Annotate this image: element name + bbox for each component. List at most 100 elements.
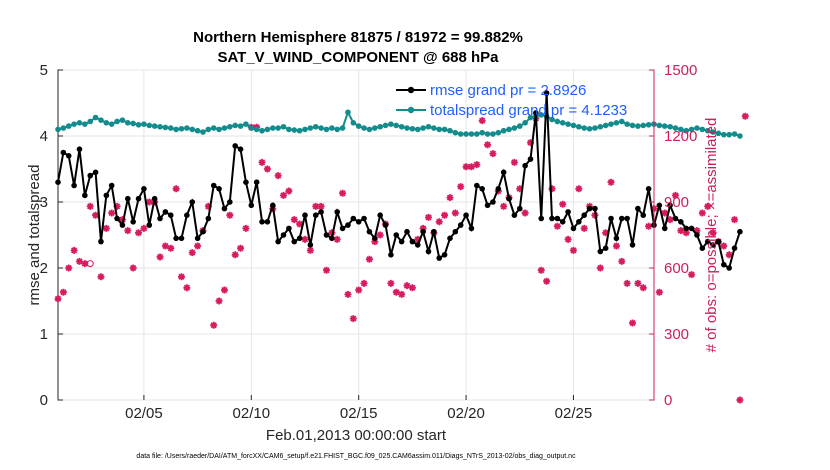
totalspread-point <box>296 127 303 134</box>
obs-assimilated-point <box>602 229 610 237</box>
rmse-point <box>76 146 83 152</box>
rmse-point <box>232 143 238 149</box>
totalspread-point <box>377 123 383 130</box>
rmse-point <box>146 222 153 228</box>
obs-assimilated-point <box>607 178 615 186</box>
obs-assimilated-point <box>301 235 309 243</box>
totalspread-point <box>157 123 163 130</box>
totalspread-point <box>490 131 496 137</box>
rmse-point <box>130 219 136 225</box>
obs-assimilated-point <box>559 200 567 208</box>
totalspread-point <box>592 125 598 131</box>
totalspread-point <box>269 125 276 131</box>
rmse-point <box>608 215 614 222</box>
rmse-point <box>388 252 394 258</box>
obs-assimilated-point <box>634 279 642 287</box>
rmse-point <box>157 215 163 222</box>
totalspread-point <box>629 122 636 129</box>
obs-assimilated-point <box>720 242 728 250</box>
y-right-tick-label: 300 <box>664 326 689 343</box>
totalspread-point <box>404 125 410 131</box>
x-tick-label: 02/05 <box>125 405 163 422</box>
totalspread-point <box>361 125 367 131</box>
obs-assimilated-point <box>564 235 572 243</box>
obs-assimilated-point <box>328 229 336 237</box>
obs-assimilated-point <box>86 202 94 210</box>
rmse-point <box>216 186 222 192</box>
totalspread-point <box>65 123 72 129</box>
y-axis-left-label: rmse and totalspread <box>26 165 43 306</box>
totalspread-point <box>586 125 593 132</box>
obs-assimilated-point <box>612 242 620 250</box>
obs-assimilated-point <box>489 150 497 158</box>
rmse-point <box>431 228 437 235</box>
totalspread-point <box>382 122 389 129</box>
totalspread-point <box>232 122 238 129</box>
obs-assimilated-point <box>645 222 653 230</box>
totalspread-point <box>55 126 61 133</box>
obs-assimilated-point <box>194 242 202 250</box>
rmse-point <box>125 195 131 202</box>
totalspread-point <box>350 120 357 126</box>
obs-assimilated-point <box>97 273 105 281</box>
totalspread-point <box>210 125 217 131</box>
y-right-tick-label: 0 <box>664 392 672 409</box>
right-y-axis-ticks: 0 300 600 900 1200 1500 <box>649 62 697 409</box>
obs-assimilated-point <box>398 290 406 298</box>
obs-assimilated-point <box>516 185 524 193</box>
obs-assimilated-point <box>537 266 545 274</box>
rmse-point <box>382 222 389 228</box>
obs-assimilated-point <box>677 227 685 235</box>
rmse-point <box>737 228 743 235</box>
rmse-point <box>533 110 539 116</box>
totalspread-point <box>253 126 260 133</box>
rmse-point <box>275 238 281 245</box>
totalspread-point <box>441 126 448 133</box>
rmse-point <box>447 235 453 242</box>
x-tick-label: 02/15 <box>340 405 378 422</box>
obs-assimilated-point <box>693 227 701 235</box>
totalspread-point <box>436 126 443 133</box>
rmse-point <box>441 252 448 258</box>
rmse-point <box>151 195 158 202</box>
rmse-point <box>452 228 459 235</box>
totalspread-point <box>704 127 711 134</box>
obs-assimilated-point <box>140 224 148 232</box>
totalspread-point <box>194 127 201 134</box>
totalspread-point <box>463 131 469 137</box>
rmse-point <box>393 232 400 238</box>
rmse-point <box>694 232 700 238</box>
obs-assimilated-point <box>435 218 443 226</box>
obs-assimilated-point <box>167 244 175 252</box>
totalspread-point <box>162 124 169 131</box>
totalspread-point <box>576 123 582 130</box>
totalspread-point <box>452 129 459 136</box>
rmse-point <box>135 195 142 202</box>
totalspread-point <box>731 131 738 137</box>
rmse-point <box>98 238 104 245</box>
obs-assimilated-point <box>629 319 637 327</box>
totalspread-point <box>216 126 222 133</box>
totalspread-point <box>678 126 684 133</box>
obs-assimilated-point <box>484 141 492 149</box>
obs-assimilated-point <box>731 216 739 224</box>
obs-assimilated-point <box>387 279 395 287</box>
rmse-point <box>103 192 110 199</box>
rmse-point <box>479 186 485 192</box>
rmse-point <box>576 219 582 225</box>
rmse-point <box>114 215 120 222</box>
obs-assimilated-point <box>704 202 712 210</box>
x-tick-label: 02/25 <box>555 405 593 422</box>
y-left-tick-label: 0 <box>40 392 48 409</box>
rmse-point <box>645 186 652 192</box>
obs-assimilated-point <box>204 202 212 210</box>
rmse-point <box>629 242 636 248</box>
legend-rmse-label: rmse grand pr = 2.8926 <box>430 82 586 99</box>
rmse-point <box>602 245 609 251</box>
totalspread-point <box>248 125 255 131</box>
totalspread-point <box>329 125 335 131</box>
obs-assimilated-point <box>360 279 368 287</box>
obs-assimilated-point <box>118 216 126 224</box>
obs-assimilated-point <box>280 191 288 199</box>
